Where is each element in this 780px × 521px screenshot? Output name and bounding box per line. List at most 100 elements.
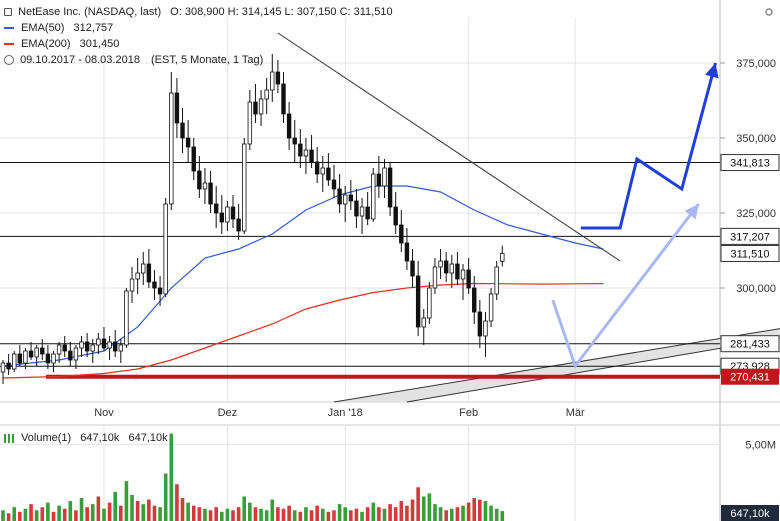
- candle-body-7: [40, 347, 45, 355]
- volume-bar-7: [40, 507, 45, 521]
- level-label-2: 281,433: [730, 339, 770, 351]
- candle-body-26: [146, 263, 152, 283]
- candle-body-53: [298, 143, 303, 157]
- ema200-swatch-icon: [4, 43, 14, 46]
- volume-label: Volume(1): [21, 432, 72, 444]
- volume-bar-31: [175, 484, 179, 521]
- channel-band: [333, 328, 780, 402]
- candle-body-45: [253, 101, 258, 115]
- volume-bar-53: [298, 511, 303, 521]
- candlestick-series: [0, 54, 505, 384]
- volume-bar-56: [315, 505, 319, 521]
- volume-value-2: 647,10k: [128, 432, 168, 444]
- candle-body-87: [488, 293, 494, 322]
- volume-bar-79: [444, 510, 448, 521]
- volume-tick-label: 5,00M: [745, 439, 776, 451]
- support-line-red: 270,431: [46, 368, 779, 385]
- candle-body-62: [348, 194, 354, 202]
- candle-body-18: [101, 338, 107, 349]
- candle-body-82: [460, 269, 466, 280]
- ohlc-values: O: 308,900 H: 314,145 L: 307,150 C: 311,…: [170, 6, 393, 18]
- collapse-icon[interactable]: [4, 8, 12, 17]
- volume-legend: Volume(1) 647,10k 647,10k: [4, 432, 168, 444]
- volume-bar-63: [354, 508, 359, 521]
- candle-body-33: [185, 137, 191, 148]
- y-tick-label-0: 375,000: [736, 58, 776, 70]
- volume-bar-76: [427, 493, 432, 521]
- candle-body-68: [382, 167, 387, 187]
- trendline: [277, 32, 621, 262]
- volume-bar-71: [399, 501, 404, 521]
- volume-bar-4: [23, 508, 28, 521]
- ema200-legend: EMA(200) 301,450: [4, 38, 119, 50]
- candle-body-66: [371, 173, 376, 220]
- candle-body-52: [292, 137, 297, 145]
- ema50-line: [2, 185, 604, 367]
- volume-bar-62: [349, 510, 353, 521]
- light-arrow-path: [551, 203, 700, 370]
- volume-bar-60: [337, 504, 342, 521]
- candle-body-77: [432, 266, 438, 289]
- volume-bar-89: [500, 511, 505, 521]
- candle-body-85: [477, 311, 483, 337]
- volume-bar-17: [96, 496, 101, 521]
- candle-body-74: [415, 275, 421, 328]
- last-price-badge: [720, 244, 780, 262]
- period-info: (EST, 5 Monate, 1 Tag): [151, 54, 264, 66]
- volume-bar-3: [18, 511, 22, 521]
- candle-body-38: [213, 203, 219, 214]
- candle-body-21: [118, 344, 124, 352]
- candle-body-84: [472, 287, 477, 313]
- candle-body-83: [466, 269, 471, 289]
- volume-bar-28: [158, 507, 162, 521]
- x-tick-label-1: Dez: [218, 407, 238, 419]
- volume-bar-11: [62, 508, 67, 521]
- ema200-value: 301,450: [79, 38, 120, 50]
- candle-body-23: [129, 278, 135, 292]
- ema-lines: [2, 185, 604, 379]
- volume-bar-2: [12, 507, 17, 521]
- volume-bar-16: [90, 504, 95, 521]
- volume-bar-49: [276, 507, 280, 521]
- volume-bar-87: [489, 505, 493, 521]
- candle-body-32: [180, 122, 185, 139]
- volume-last-badge: [721, 505, 779, 521]
- candle-body-17: [96, 338, 101, 346]
- ema50-legend: EMA(50) 312,757: [4, 22, 113, 34]
- volume-bar-58: [326, 511, 331, 521]
- volume-bar-1: [6, 513, 11, 521]
- dark-arrow-head: [705, 63, 719, 79]
- volume-bar-39: [219, 511, 224, 521]
- volume-bar-12: [68, 501, 73, 521]
- volume-bar-47: [264, 510, 269, 521]
- candle-body-25: [141, 263, 146, 274]
- volume-bar-37: [208, 510, 213, 521]
- level-badge-2: [720, 335, 780, 353]
- candle-body-19: [107, 341, 112, 349]
- volume-bar-41: [231, 510, 235, 521]
- volume-bar-5: [29, 504, 33, 521]
- price-axis: 375,000 350,000 325,000 300,000 311,510: [720, 58, 780, 295]
- x-tick-label-4: Mär: [566, 407, 585, 419]
- volume-bar-81: [455, 507, 460, 521]
- candle-body-65: [365, 206, 370, 220]
- candle-body-31: [174, 92, 180, 124]
- settings-icon[interactable]: [764, 4, 774, 16]
- volume-bar-69: [388, 504, 392, 521]
- x-tick-label-3: Feb: [459, 407, 478, 419]
- volume-last-label: 647,10k: [730, 508, 770, 520]
- candle-body-8: [45, 353, 51, 364]
- volume-bar-75: [421, 496, 426, 521]
- candle-body-35: [197, 170, 202, 190]
- volume-bar-10: [57, 505, 61, 521]
- candle-body-76: [427, 287, 432, 319]
- candle-body-3: [17, 353, 23, 364]
- candle-body-43: [242, 143, 247, 232]
- volume-bar-0: [1, 510, 5, 521]
- volume-bar-9: [51, 511, 56, 521]
- volume-bar-15: [85, 507, 89, 521]
- candle-body-22: [124, 290, 129, 346]
- volume-bar-26: [147, 499, 151, 521]
- level-badge-0: [720, 154, 780, 172]
